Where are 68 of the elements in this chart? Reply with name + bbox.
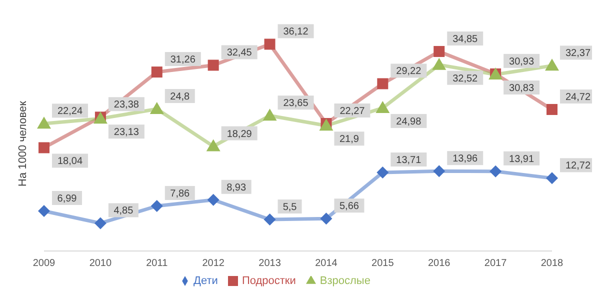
data-label: 12,72	[565, 160, 591, 172]
data-label: 13,91	[509, 154, 535, 165]
data-label: 13,71	[396, 155, 422, 166]
data-label: 23,65	[283, 98, 309, 110]
x-tick-label: 2015	[372, 258, 394, 270]
x-tick-label: 2013	[258, 258, 282, 270]
data-label: 18,29	[226, 128, 252, 140]
point	[150, 102, 164, 114]
point	[151, 66, 162, 78]
point	[432, 58, 446, 70]
point	[433, 165, 446, 178]
legend-label: Дети	[194, 275, 218, 287]
legend-label: Подростки	[242, 275, 296, 287]
point	[264, 214, 276, 226]
data-label: 23,38	[114, 100, 140, 111]
data-label: 6,99	[57, 193, 78, 204]
point	[208, 60, 219, 71]
data-label: 22,27	[340, 106, 366, 118]
x-tick-label: 2012	[202, 258, 225, 270]
data-label: 4,85	[114, 206, 134, 217]
x-tick-label: 2016	[428, 258, 451, 270]
point	[150, 200, 163, 212]
data-label: 24,8	[170, 92, 190, 103]
point	[546, 104, 558, 115]
point	[264, 38, 276, 50]
point	[320, 212, 332, 225]
point	[38, 142, 50, 154]
point	[490, 165, 502, 178]
data-label: 23,13	[114, 127, 140, 138]
data-label: 5,66	[339, 201, 360, 212]
y-axis-title: На 1000 человек	[16, 100, 29, 186]
data-label: 5,5	[282, 202, 298, 214]
point	[94, 217, 106, 230]
data-label: 22,24	[57, 106, 83, 118]
data-label: 21,9	[339, 134, 360, 146]
data-label: 32,52	[452, 73, 478, 84]
point	[546, 172, 558, 184]
data-label: 32,45	[226, 48, 252, 59]
point	[377, 78, 388, 90]
point	[38, 204, 50, 217]
data-label: 31,26	[170, 54, 196, 66]
point	[376, 166, 389, 179]
point	[545, 58, 559, 71]
point	[376, 100, 390, 113]
x-tick-label: 2014	[315, 258, 338, 270]
x-tick-label: 2018	[540, 258, 564, 270]
data-label: 34,85	[452, 34, 478, 45]
data-label: 18,04	[57, 156, 83, 168]
x-tick-label: 2011	[146, 258, 168, 270]
legend-label: Взрослые	[320, 275, 370, 287]
point	[206, 139, 220, 152]
data-label: 13,96	[452, 154, 478, 165]
data-label: 36,12	[283, 26, 309, 38]
data-label: 8,93	[226, 182, 246, 194]
data-label: 7,86	[170, 188, 190, 200]
data-label: 32,37	[565, 48, 591, 60]
point	[434, 46, 445, 57]
data-label: 30,83	[509, 83, 535, 94]
x-tick-label: 2010	[89, 258, 112, 270]
data-label: 24,72	[565, 92, 591, 103]
data-label: 24,98	[396, 116, 422, 128]
x-tick-label: 2017	[484, 258, 508, 270]
point	[37, 116, 51, 129]
point	[262, 108, 277, 121]
data-label: 30,93	[509, 56, 535, 68]
data-label: 29,22	[396, 66, 422, 78]
x-tick-label: 2009	[32, 258, 56, 270]
point	[207, 194, 220, 206]
